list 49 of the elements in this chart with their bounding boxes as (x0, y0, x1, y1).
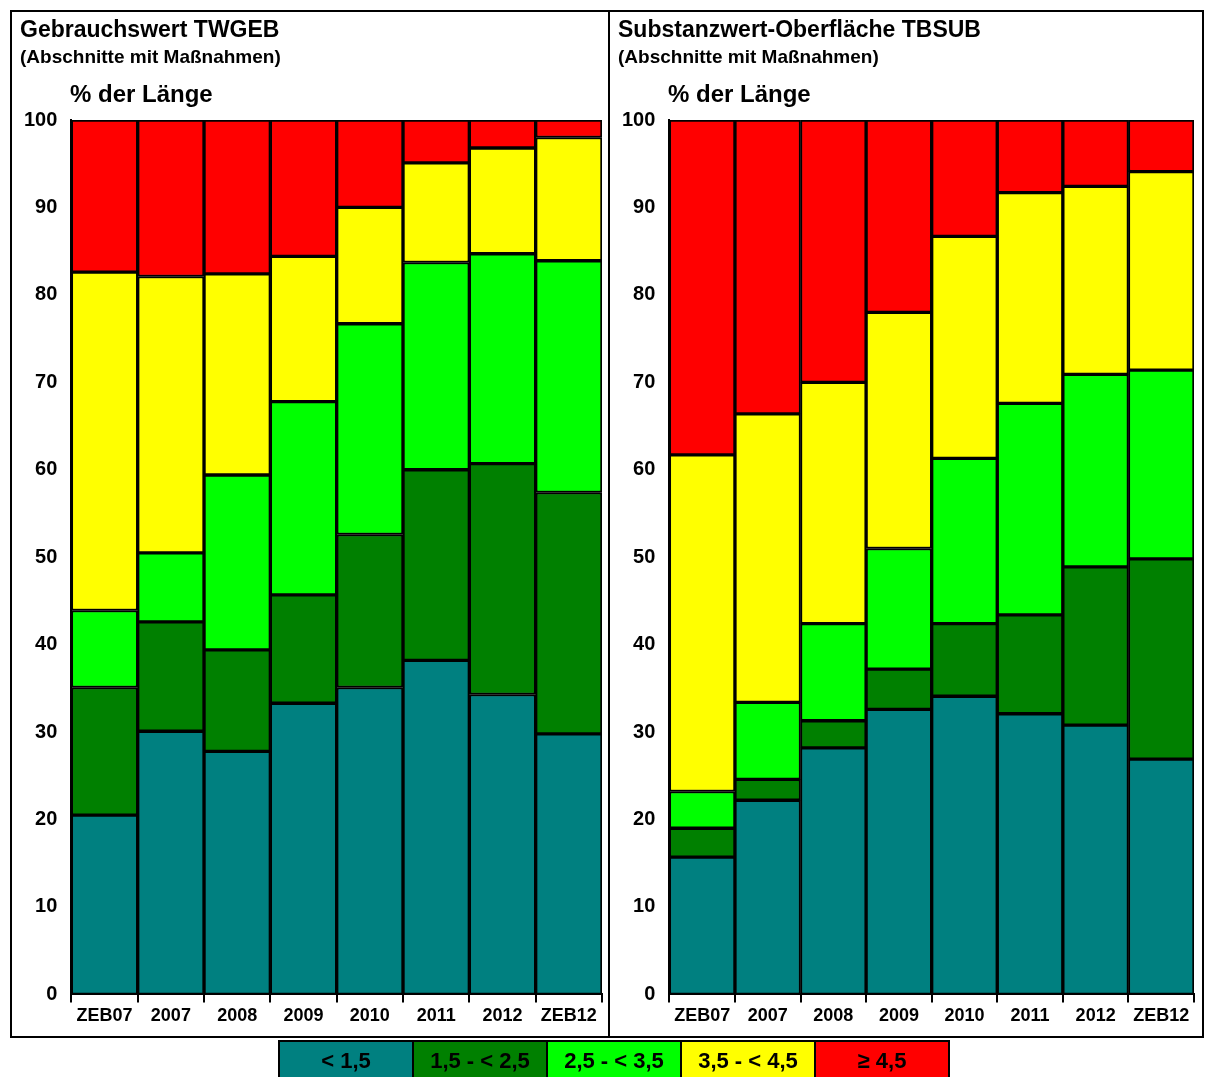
y-tick-label: 30 (633, 719, 656, 742)
y-axis-title: % der Länge (668, 80, 811, 108)
y-tick-label: 20 (35, 807, 58, 830)
text: < 1,5 (280, 1042, 414, 1077)
text: 3,5 - < 4,5 (682, 1042, 816, 1077)
y-tick-label: 10 (35, 894, 58, 917)
x-tick-label: 2007 (150, 1005, 191, 1026)
text: 2,5 - < 3,5 (548, 1042, 682, 1077)
x-tick-label: 2011 (416, 1005, 456, 1026)
chart-subtitle: (Abschnitte mit Maßnahmen) (618, 46, 879, 68)
y-tick-label: 70 (633, 369, 656, 392)
x-tick-label: 2008 (217, 1005, 258, 1026)
y-tick-label: 70 (35, 369, 58, 392)
x-tick-label: 2009 (283, 1005, 324, 1026)
y-tick-label: 80 (633, 282, 656, 305)
x-tick-label: 2011 (1010, 1005, 1050, 1026)
chart-title: Substanzwert-Oberfläche TBSUB (618, 16, 981, 43)
y-tick-label: 60 (633, 457, 656, 480)
y-tick-label: 0 (46, 981, 58, 1004)
y-tick-label: 100 (621, 107, 656, 130)
y-tick-label: 10 (633, 894, 656, 917)
x-tick-label: 2007 (747, 1005, 788, 1026)
y-tick-label: 40 (633, 632, 656, 655)
x-tick-label: ZEB07 (76, 1005, 133, 1026)
y-tick-label: 90 (35, 194, 58, 217)
x-tick-label: 2012 (482, 1005, 523, 1026)
text: 1,5 - < 2,5 (414, 1042, 548, 1077)
y-tick-label: 0 (644, 981, 656, 1004)
y-tick-label: 80 (35, 282, 58, 305)
y-tick-label: 90 (633, 194, 656, 217)
x-tick-label: 2010 (944, 1005, 985, 1026)
x-tick-label: 2009 (878, 1005, 919, 1026)
y-axis-title: % der Länge (70, 80, 213, 108)
y-tick-label: 30 (35, 719, 58, 742)
text: ≥ 4,5 (816, 1042, 948, 1077)
y-tick-label: 50 (633, 544, 656, 567)
x-tick-label: ZEB12 (1133, 1005, 1190, 1026)
y-tick-label: 40 (35, 632, 58, 655)
chart-title: Gebrauchswert TWGEB (20, 16, 280, 43)
y-tick-label: 100 (23, 107, 58, 130)
x-tick-label: 2010 (349, 1005, 390, 1026)
y-tick-label: 60 (35, 457, 58, 480)
y-tick-label: 20 (633, 807, 656, 830)
chart-subtitle: (Abschnitte mit Maßnahmen) (20, 46, 281, 68)
x-tick-label: ZEB07 (674, 1005, 731, 1026)
x-tick-label: 2008 (813, 1005, 854, 1026)
x-tick-label: 2012 (1075, 1005, 1116, 1026)
x-tick-label: ZEB12 (540, 1005, 597, 1026)
y-tick-label: 50 (35, 544, 58, 567)
